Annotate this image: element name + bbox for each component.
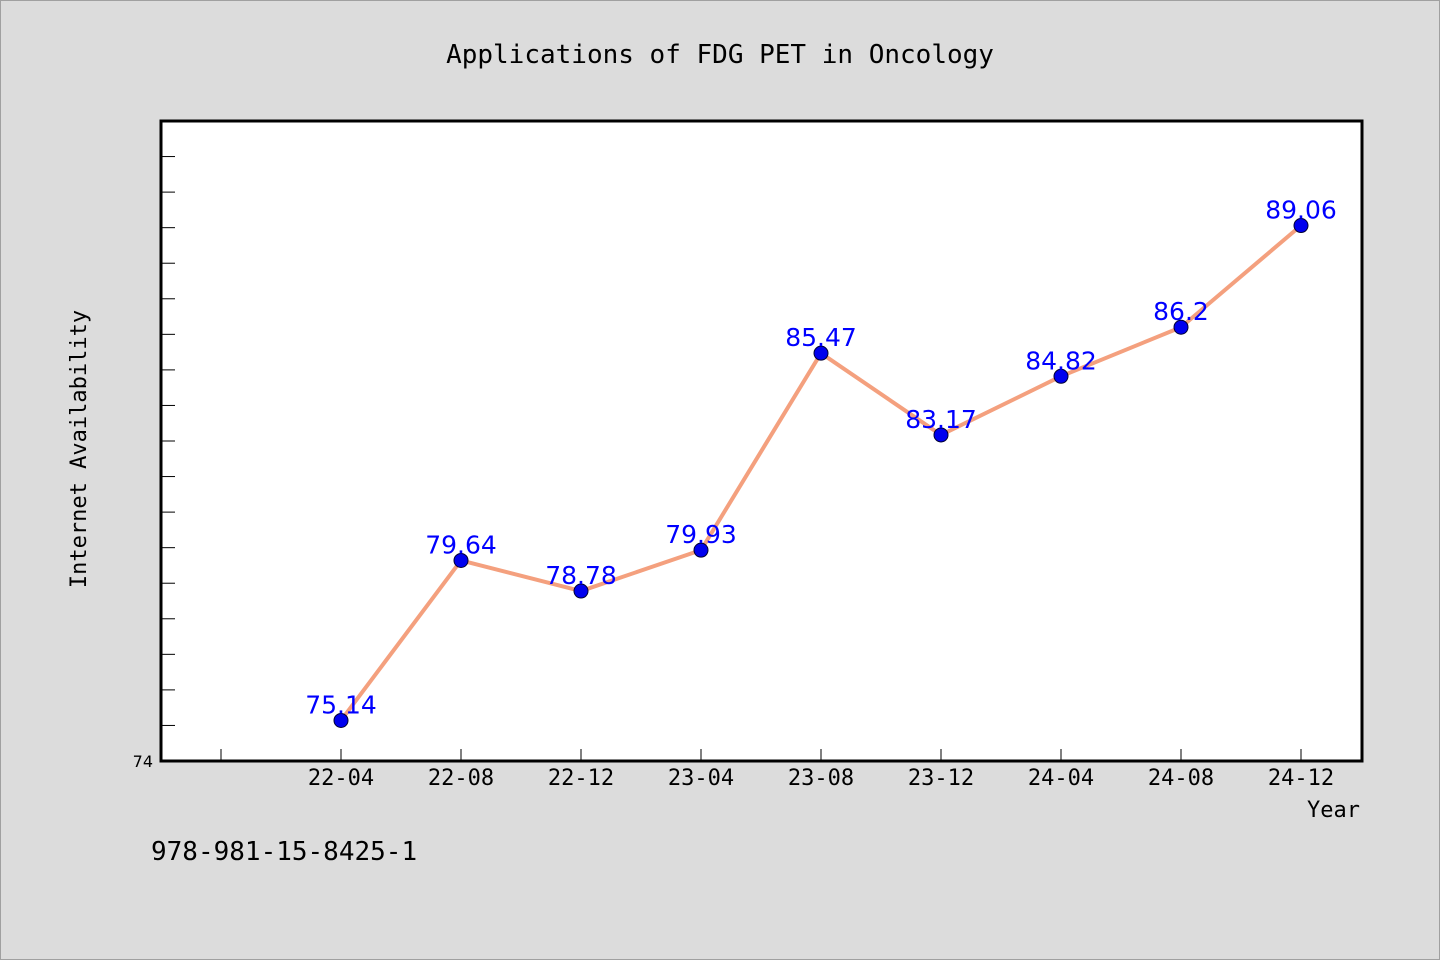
x-axis-ticks bbox=[220, 749, 1302, 761]
plot-area bbox=[159, 119, 1364, 763]
x-tick-label: 24-08 bbox=[1148, 766, 1214, 791]
series-internet-availability bbox=[333, 218, 1309, 728]
y-axis-ticks bbox=[161, 156, 175, 726]
y-tick-label: 74 bbox=[133, 752, 153, 771]
data-label: 84.82 bbox=[1025, 346, 1097, 375]
data-point bbox=[1293, 218, 1309, 234]
data-point bbox=[1173, 319, 1189, 335]
data-label: 85.47 bbox=[785, 323, 857, 352]
chart-title: Applications of FDG PET in Oncology bbox=[446, 40, 994, 70]
data-label: 78.78 bbox=[545, 561, 617, 590]
x-tick-label: 24-12 bbox=[1268, 766, 1334, 791]
x-tick-label: 24-04 bbox=[1028, 766, 1094, 791]
data-point bbox=[573, 583, 589, 599]
isbn-code: 978-981-15-8425-1 bbox=[151, 837, 418, 867]
x-tick-label: 23-08 bbox=[788, 766, 854, 791]
data-label: 79.64 bbox=[425, 530, 497, 559]
data-point bbox=[693, 542, 709, 558]
data-point bbox=[453, 552, 469, 568]
x-tick-label: 22-04 bbox=[308, 766, 374, 791]
data-labels: 75.14 79.64 78.78 79.93 85.47 83.17 84.82 86.2 8… bbox=[305, 196, 1337, 720]
x-tick-label: 22-08 bbox=[428, 766, 494, 791]
x-axis-label: Year bbox=[1307, 798, 1360, 823]
x-tick-label: 23-12 bbox=[908, 766, 974, 791]
data-point bbox=[813, 345, 829, 361]
data-label: 89.06 bbox=[1265, 196, 1337, 225]
data-label: 86.2 bbox=[1153, 297, 1209, 326]
data-label: 79.93 bbox=[665, 520, 737, 549]
data-label: 75.14 bbox=[305, 690, 377, 719]
x-tick-label: 23-04 bbox=[668, 766, 734, 791]
x-tick-label: 22-12 bbox=[548, 766, 614, 791]
data-point bbox=[1053, 368, 1069, 384]
data-point bbox=[333, 712, 349, 728]
y-axis-label: Internet Availability bbox=[67, 310, 92, 588]
data-label: 83.17 bbox=[905, 405, 977, 434]
x-axis-tick-labels: 22-04 22-08 22-12 23-04 23-08 23-12 24-04 24-08… bbox=[308, 766, 1334, 791]
data-point bbox=[933, 427, 949, 443]
